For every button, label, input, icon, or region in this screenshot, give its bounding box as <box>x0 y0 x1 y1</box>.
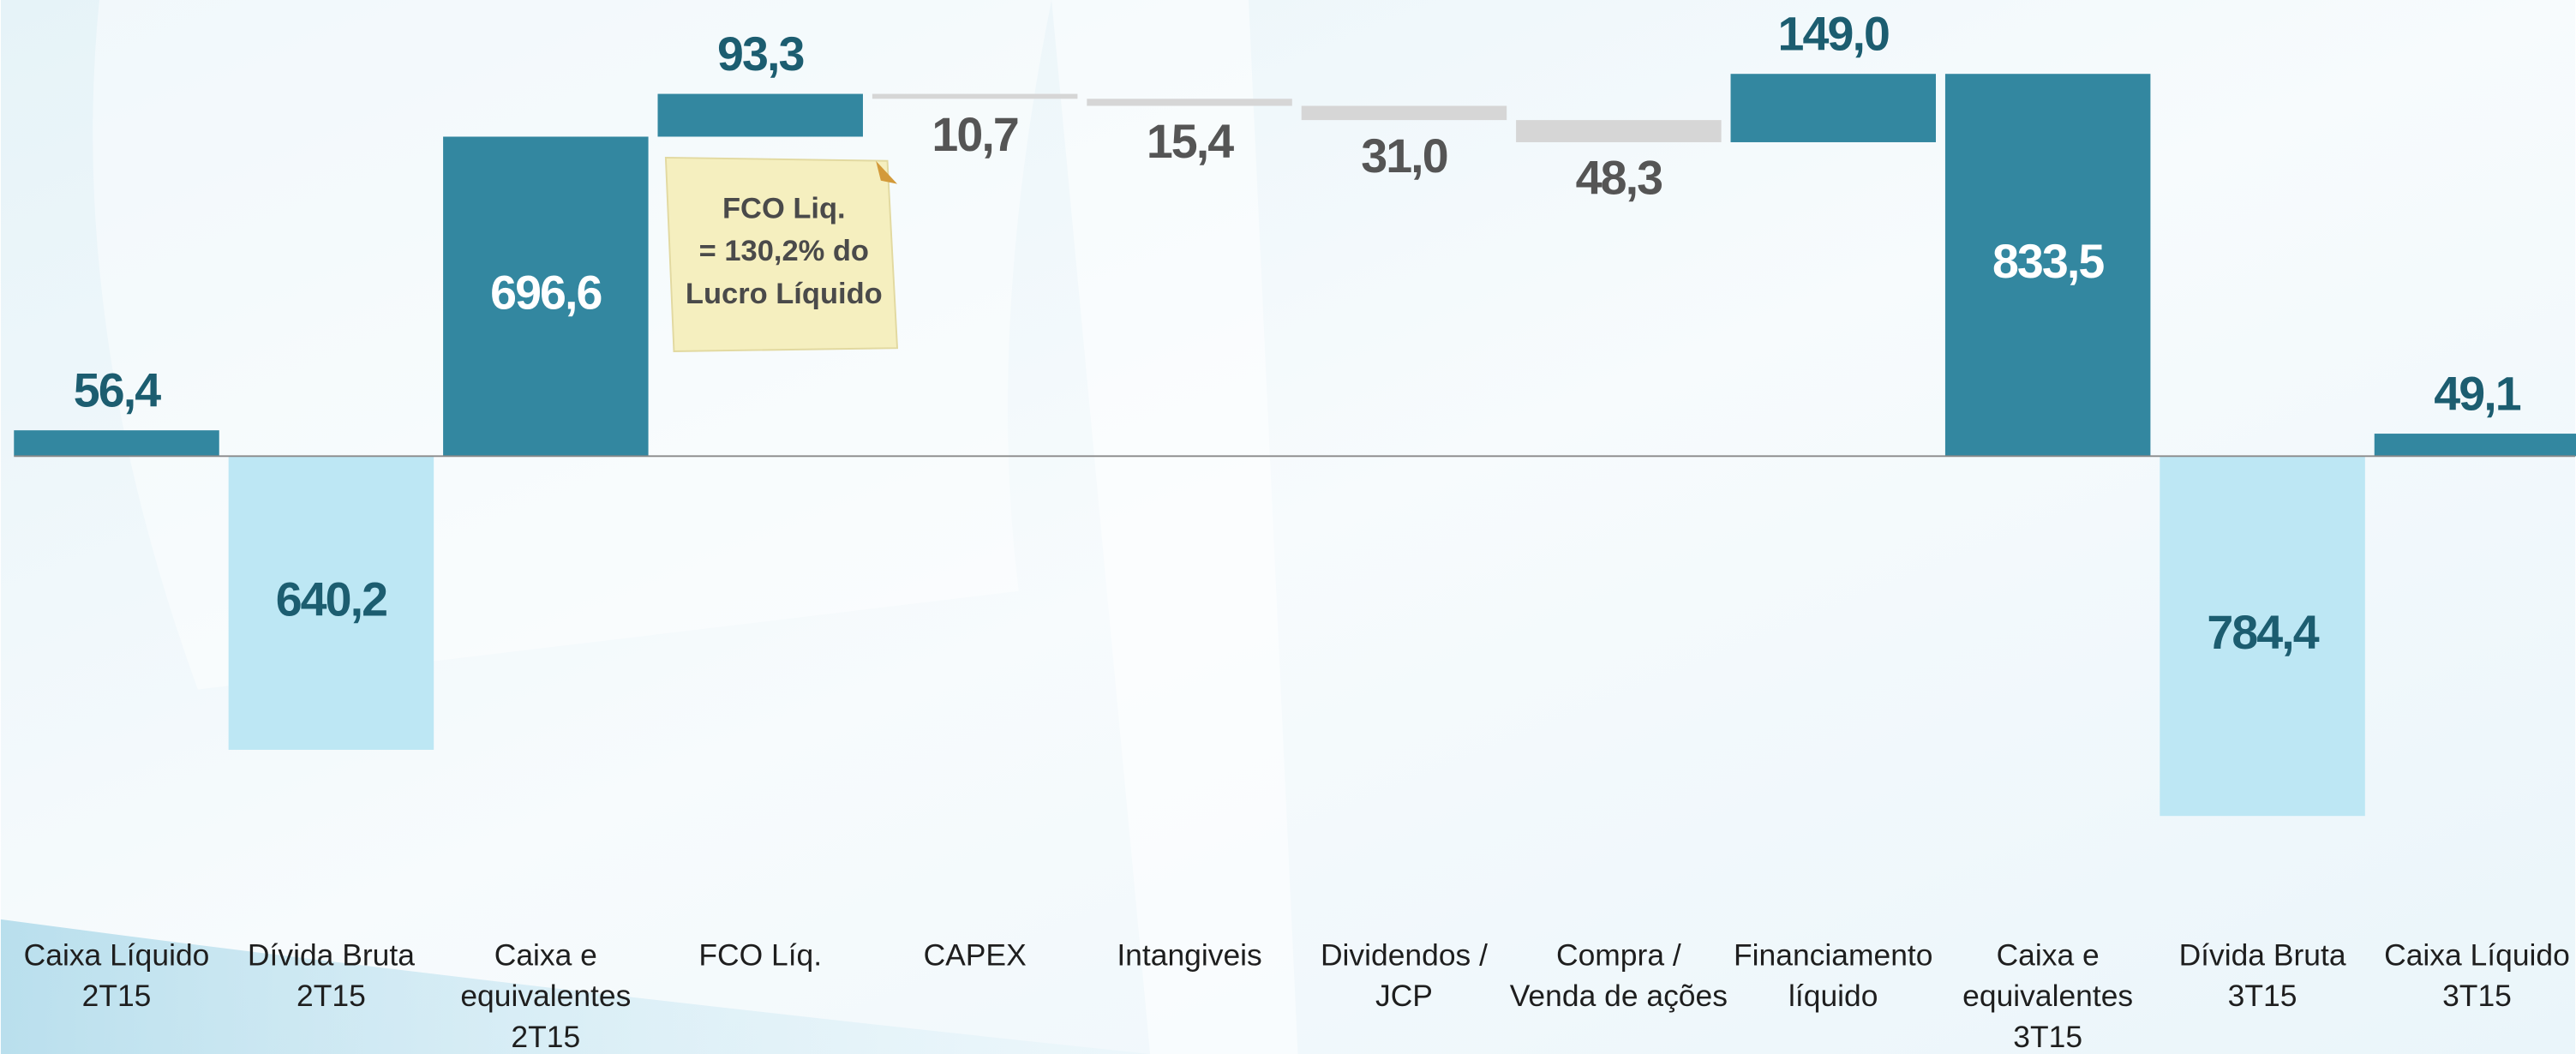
value-label: 10,7 <box>932 108 1017 161</box>
x-tick-label: 3T15 <box>2228 979 2297 1013</box>
value-label: 15,4 <box>1147 115 1234 168</box>
x-tick-label: Dívida Bruta <box>2179 937 2346 972</box>
x-tick-label: Dívida Bruta <box>248 937 415 972</box>
x-tick-label: Intangiveis <box>1117 937 1261 972</box>
x-tick-label: equivalentes <box>460 979 631 1013</box>
x-tick-label: Caixa Líquido <box>24 937 210 972</box>
x-tick-label: 3T15 <box>2013 1020 2082 1054</box>
x-tick-label: equivalentes <box>1962 979 2133 1013</box>
bar <box>657 94 862 137</box>
x-tick-label: Financiamento <box>1734 937 1932 972</box>
annotation-text: Lucro Líquido <box>686 278 883 310</box>
x-tick-label: líquido <box>1788 979 1878 1013</box>
value-label: 93,3 <box>717 27 803 81</box>
x-tick-label: Venda de ações <box>1510 979 1728 1013</box>
annotation-text: FCO Liq. <box>722 192 846 225</box>
x-tick-label: Dividendos / <box>1321 937 1488 972</box>
bar <box>1731 74 1936 142</box>
x-tick-label: 3T15 <box>2442 979 2512 1013</box>
x-tick-label: Caixa e <box>1997 937 2100 972</box>
x-tick-label: CAPEX <box>924 937 1027 972</box>
value-label: 784,4 <box>2207 606 2319 659</box>
bar <box>872 94 1077 99</box>
value-label: 31,0 <box>1361 129 1447 183</box>
x-tick-label: FCO Líq. <box>698 937 822 972</box>
x-tick-label: Caixa e <box>494 937 597 972</box>
bar <box>2375 434 2576 456</box>
x-tick-label: JCP <box>1375 979 1433 1013</box>
page: {"chart_data": { "type": "waterfall", "c… <box>0 0 2576 1054</box>
value-label: 696,6 <box>490 266 601 320</box>
value-label: 49,1 <box>2434 368 2520 421</box>
x-tick-label: Compra / <box>1556 937 1681 972</box>
bar <box>1087 99 1291 105</box>
annotation-note: FCO Liq. = 130,2% do Lucro Líquido <box>666 158 897 351</box>
bar <box>14 430 219 456</box>
bar <box>1302 106 1507 121</box>
value-label: 833,5 <box>1992 235 2104 288</box>
x-tick-label: 2T15 <box>297 979 366 1013</box>
annotation-text: = 130,2% do <box>699 235 869 267</box>
value-label: 56,4 <box>74 364 161 417</box>
x-tick-label: 2T15 <box>82 979 152 1013</box>
value-label: 149,0 <box>1778 8 1889 61</box>
x-tick-label: 2T15 <box>511 1020 580 1054</box>
value-label: 640,2 <box>276 572 386 626</box>
chart: 56,4 Caixa Líquido 2T15 640,2 Dívida Bruta 2T… <box>0 0 2576 1054</box>
x-tick-label: Caixa Líquido <box>2384 937 2570 972</box>
bar <box>1516 120 1721 142</box>
value-label: 48,3 <box>1576 152 1662 205</box>
